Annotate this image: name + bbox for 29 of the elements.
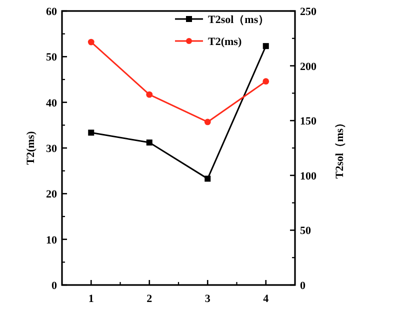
y2-tick-label: 250 [300, 6, 317, 18]
y-tick-label: 50 [46, 52, 58, 64]
y-tick-label: 0 [52, 280, 58, 292]
y2-tick-label: 200 [300, 60, 317, 73]
y-tick-label: 40 [46, 97, 58, 110]
point [204, 176, 211, 182]
point [204, 118, 211, 126]
y-tick-label: 10 [46, 234, 58, 246]
y-tick-label: 60 [46, 6, 58, 18]
x-tick-label: 2 [146, 293, 153, 305]
x-tick-label: 1 [88, 293, 94, 305]
legend-label: T2sol（ms） [208, 14, 270, 26]
y2-axis-title: T2sol（ms） [334, 117, 346, 179]
legend-label: T2(ms) [208, 36, 242, 48]
point [262, 78, 270, 85]
point [146, 140, 152, 146]
x-tick-label: 4 [263, 293, 270, 305]
y-tick-label: 20 [46, 188, 58, 201]
point [146, 91, 153, 98]
y2-tick-label: 150 [300, 116, 317, 128]
y2-tick-label: 50 [300, 225, 312, 238]
y2-tick-label: 100 [300, 170, 317, 182]
y-axis-title: T2(ms) [25, 130, 37, 165]
point [88, 38, 94, 46]
point [88, 130, 94, 136]
x-tick-label: 3 [204, 293, 211, 305]
point [262, 43, 269, 50]
y-tick-label: 30 [46, 143, 58, 155]
y2-tick-label: 0 [300, 280, 306, 292]
